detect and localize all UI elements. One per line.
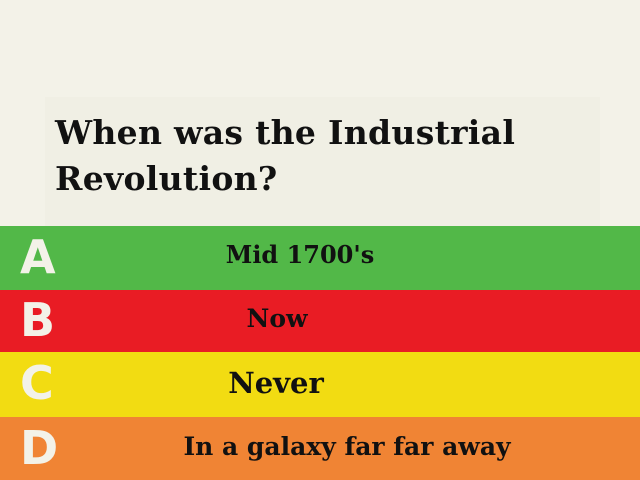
answer-a[interactable]: A Mid 1700's [0, 226, 640, 290]
answer-text: Mid 1700's [225, 240, 375, 269]
answer-letter: A [20, 230, 56, 284]
answer-d[interactable]: D In a galaxy far far away [0, 417, 640, 480]
answer-letter: D [20, 421, 59, 475]
question-panel [45, 97, 600, 226]
answer-text: Never [228, 366, 324, 400]
answer-b[interactable]: B Now [0, 290, 640, 352]
answer-letter: B [20, 293, 56, 347]
answer-c[interactable]: C Never [0, 352, 640, 417]
answer-text: In a galaxy far far away [183, 432, 511, 461]
answer-letter: C [20, 356, 54, 410]
question-text: When was the Industrial Revolution? [55, 113, 516, 198]
answer-text: Now [246, 304, 308, 333]
